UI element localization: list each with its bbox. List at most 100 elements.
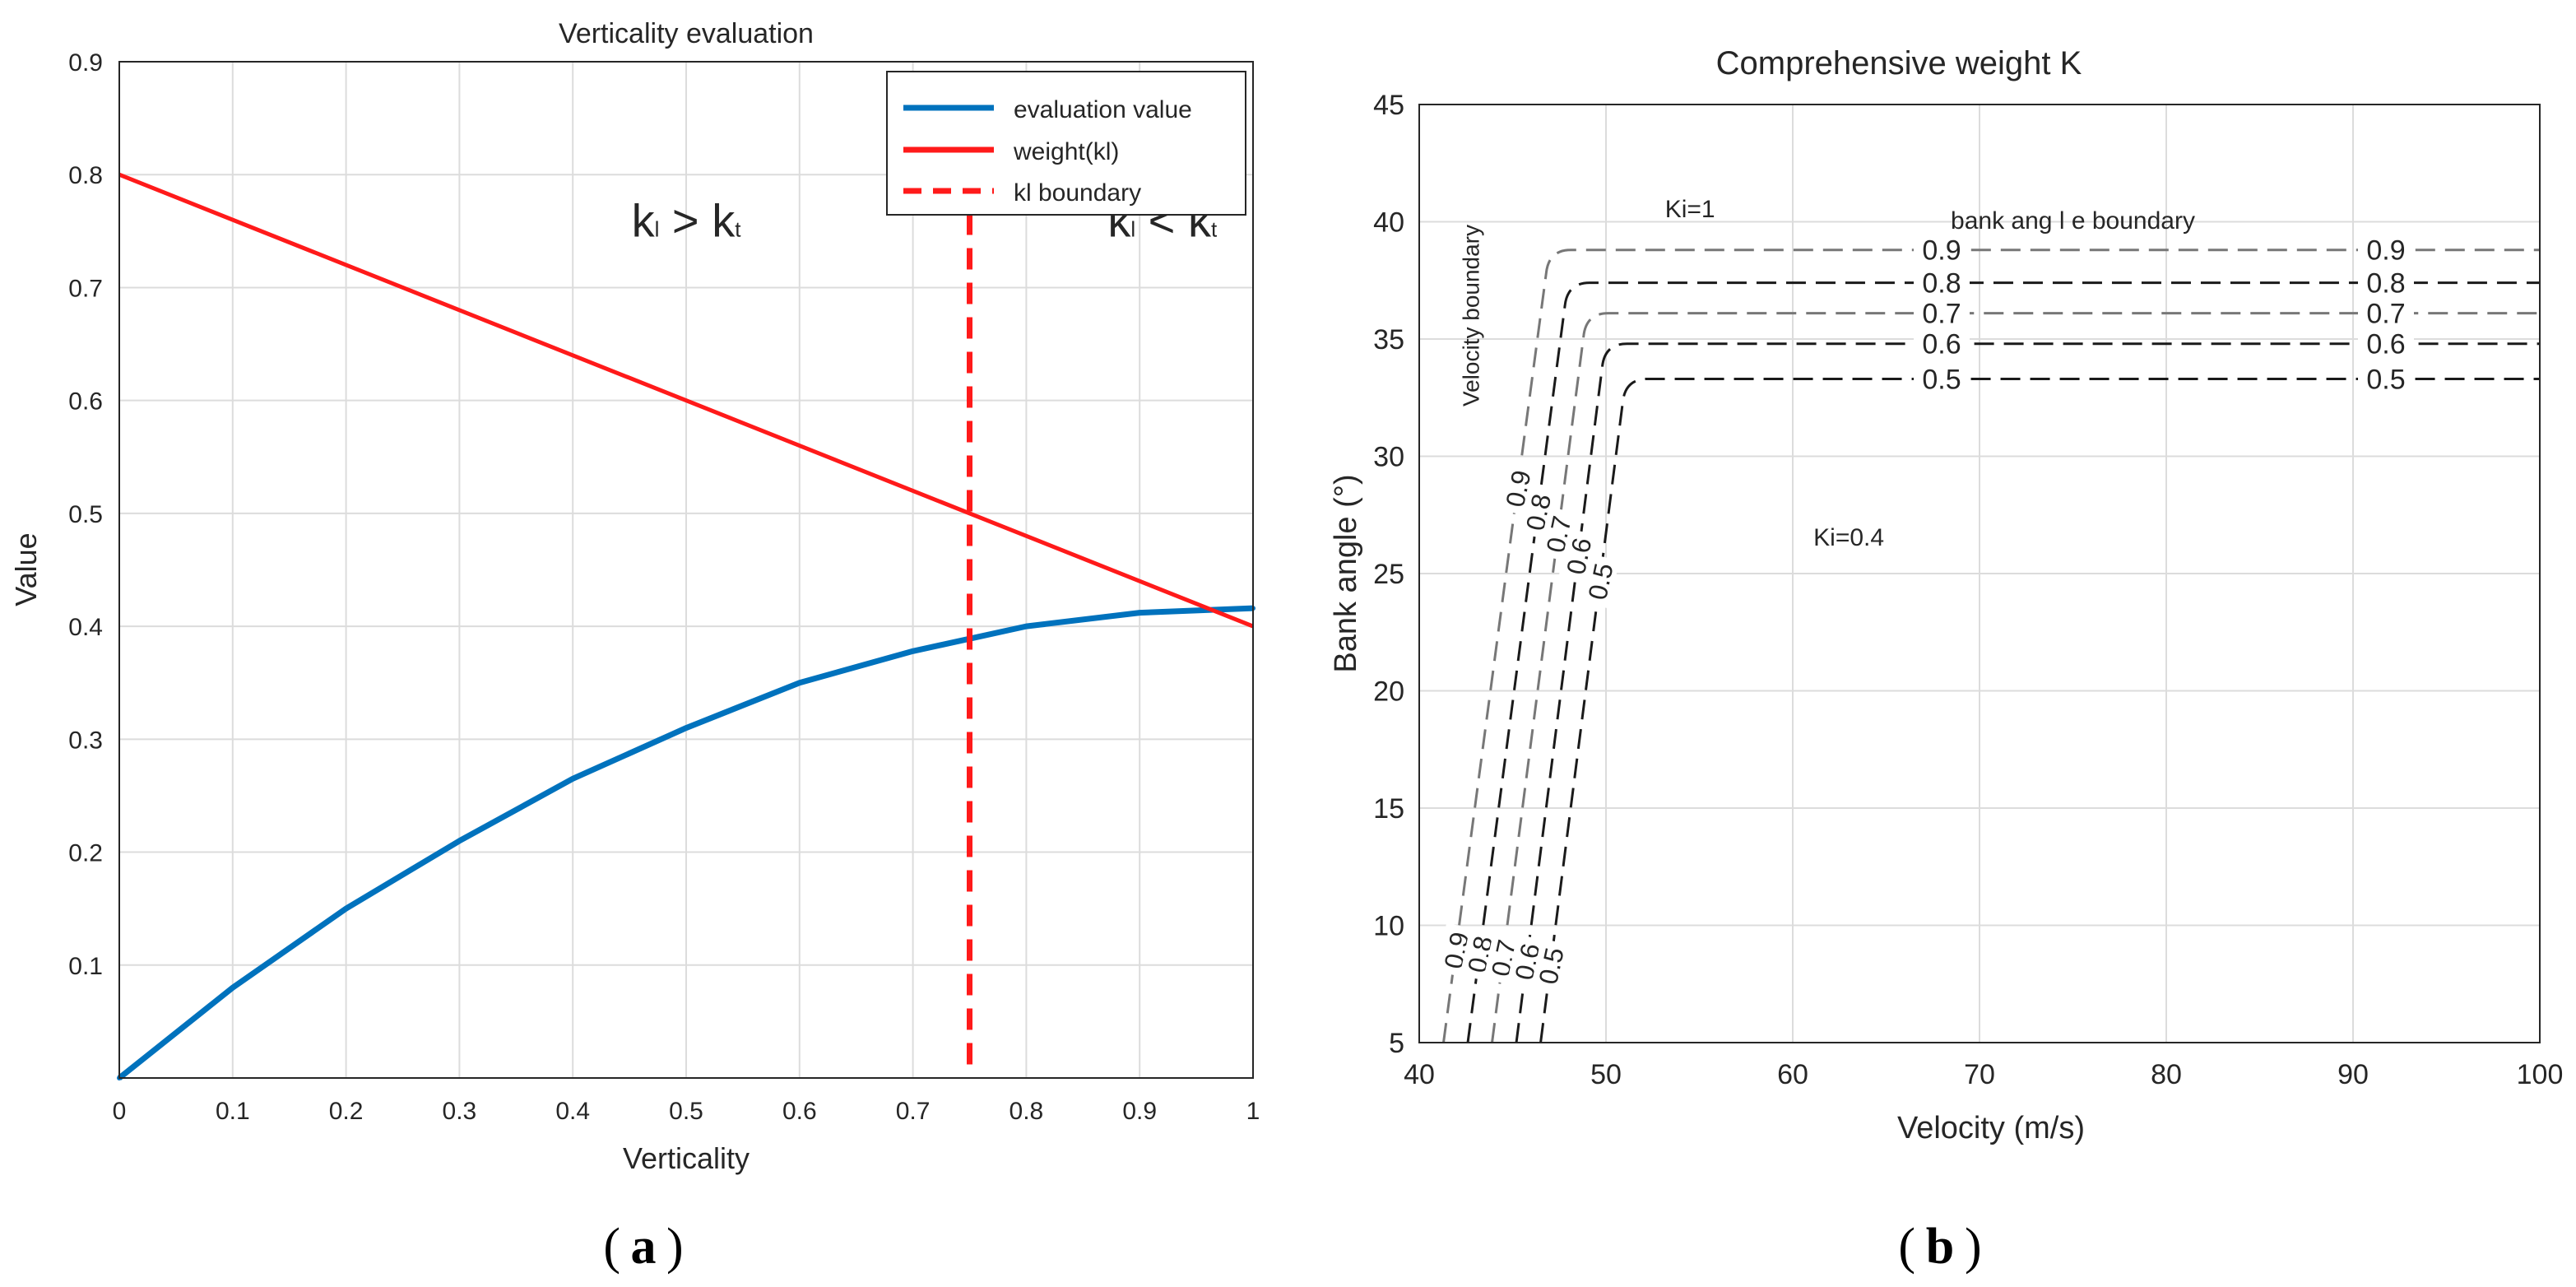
y-tick-label: 0.2 (68, 840, 103, 867)
caption-a-letter: a (631, 1219, 657, 1275)
data-point-evaluation-value (343, 906, 349, 912)
contour-label-right-0.8: 0.8 (2366, 268, 2405, 300)
annotation-subscript: t (1211, 217, 1218, 242)
y-tick-label: 35 (1373, 324, 1404, 355)
panel-a-verticality-evaluation: Verticality evaluation 0 0.1 0.2 0.3 0.4 0.5 0… (9, 18, 1260, 1175)
caption-b-open-paren: ( (1898, 1219, 1915, 1275)
chart-b-annotation-4: Ki=0.4 (1813, 524, 1884, 551)
data-point-evaluation-value (230, 985, 235, 991)
panel-b-comprehensive-weight: Comprehensive weight K 0.9 0.90.90.90.8 0.… (1329, 45, 2563, 1145)
x-tick-label: 80 (2151, 1059, 2182, 1090)
x-tick-label: 40 (1404, 1059, 1435, 1090)
x-tick-label: 0.8 (1010, 1098, 1044, 1125)
data-point-evaluation-value (1023, 624, 1029, 630)
annotation-operator: > (659, 195, 712, 247)
contour-label-mask (1914, 296, 1970, 330)
x-tick-label: 90 (2337, 1059, 2369, 1090)
y-tick-label: 40 (1373, 207, 1404, 239)
contour-line-0.9 (1442, 249, 2540, 1043)
contour-label-left-0.9: 0.9 (1922, 235, 1961, 267)
contour-label-right-0.5: 0.5 (2366, 364, 2405, 395)
region-annotation-1: kl > kt (632, 195, 742, 247)
x-tick-label: 1 (1246, 1098, 1260, 1125)
contour-label-mask (1914, 233, 1970, 267)
legend-label-kl-boundary: kl boundary (1014, 179, 1141, 207)
annotation-subscript: l (1130, 217, 1135, 242)
caption-b-letter: b (1926, 1219, 1954, 1275)
contour-label-mask (2358, 296, 2414, 330)
y-tick-label: 0.5 (68, 501, 103, 528)
y-tick-label: 30 (1373, 442, 1404, 473)
chart-b-plot-frame (1418, 104, 2541, 1043)
annotation-subscript: l (655, 217, 660, 242)
chart-b-annotations: Ki=1 bank ang l e boundary Velocity bounda… (1459, 196, 2195, 551)
chart-b-annotation-1: Ki=1 (1665, 196, 1715, 223)
chart-b-annotation-2: bank ang l e boundary (1951, 207, 2195, 235)
contour-label-right-0.7: 0.7 (2366, 299, 2405, 330)
x-tick-label: 0.4 (555, 1098, 590, 1125)
x-tick-label: 60 (1777, 1059, 1808, 1090)
chart-b-contours: 0.9 0.90.90.90.8 0.80.80.80.7 0.70.70.70.6 0… (1436, 233, 2540, 1043)
chart-b-annotation-3: Velocity boundary (1459, 225, 1484, 407)
data-point-evaluation-value (1137, 610, 1143, 616)
annotation-main-symbol: k (712, 195, 736, 247)
contour-label-left-0.8: 0.8 (1922, 268, 1961, 300)
contour-label-mask (1914, 362, 1970, 396)
contour-label-left-0.7: 0.7 (1922, 299, 1961, 330)
contour-label-mask (2358, 266, 2414, 300)
x-tick-label: 0.7 (896, 1098, 931, 1125)
y-tick-label: 0.6 (68, 388, 103, 416)
contour-line-0.8 (1466, 281, 2540, 1043)
contour-label-right-0.9: 0.9 (2366, 235, 2405, 267)
chart-b-title: Comprehensive weight K (1716, 45, 2082, 81)
contour-line-0.5 (1539, 377, 2540, 1043)
x-tick-label: 70 (1964, 1059, 1995, 1090)
chart-a-x-axis-label: Verticality (623, 1141, 750, 1175)
legend-label-evaluation-value: evaluation value (1014, 96, 1192, 123)
contour-label-mask (1530, 938, 1571, 993)
contour-line-0.7 (1491, 312, 2540, 1043)
contour-line-0.6 (1515, 342, 2540, 1043)
x-tick-label: 0.2 (329, 1098, 364, 1125)
contour-label-left-0.6: 0.6 (1922, 329, 1961, 360)
chart-b-x-axis-label: Velocity (m/s) (1897, 1111, 2085, 1145)
annotation-subscript: t (735, 217, 741, 242)
data-point-evaluation-value (796, 680, 802, 685)
contour-label-mask (2358, 362, 2414, 396)
contour-label-right-0.6: 0.6 (2366, 329, 2405, 360)
data-point-evaluation-value (910, 648, 916, 654)
contour-label-mask (1580, 554, 1620, 609)
chart-a-legend: evaluation value weight(kl) kl boundary (886, 71, 1246, 216)
y-tick-label: 0.4 (68, 614, 103, 641)
y-tick-label: 20 (1373, 676, 1404, 708)
contour-label-mask (1914, 266, 1970, 300)
x-tick-label: 50 (1590, 1059, 1622, 1090)
contour-label-high-0.5: 0.5 (1582, 560, 1618, 602)
series-weight-kl (118, 172, 1254, 629)
y-tick-label: 0.3 (68, 727, 103, 754)
chart-a-plot-frame (118, 61, 1254, 1079)
data-point-evaluation-value (457, 838, 462, 843)
x-tick-label: 0.9 (1122, 1098, 1157, 1125)
legend-label-weight: weight(kl) (1013, 138, 1119, 165)
y-tick-label: 5 (1389, 1028, 1404, 1059)
y-tick-label: 0.8 (68, 162, 103, 189)
chart-b-y-tick-labels: 5 10 15 20 25 30 35 40 45 (1373, 90, 1404, 1059)
y-tick-label: 15 (1373, 793, 1404, 825)
x-tick-label: 0 (113, 1098, 127, 1125)
y-tick-label: 0.1 (68, 953, 103, 980)
chart-a-x-tick-labels: 0 0.1 0.2 0.3 0.4 0.5 0.6 0.7 0.8 0.9 1 (113, 1098, 1260, 1125)
contour-label-mask (2358, 327, 2414, 360)
annotation-main-symbol: k (632, 195, 656, 247)
chart-a-title: Verticality evaluation (559, 18, 814, 49)
chart-b-x-tick-labels: 40 50 60 70 80 90 100 (1404, 1059, 2563, 1090)
chart-a-y-axis-label: Value (9, 532, 43, 606)
data-point-evaluation-value (570, 776, 576, 782)
y-tick-label: 25 (1373, 559, 1404, 590)
x-tick-label: 0.1 (216, 1098, 250, 1125)
x-tick-label: 0.3 (443, 1098, 477, 1125)
caption-a-close-paren: ) (666, 1219, 684, 1275)
contour-label-left-0.5: 0.5 (1922, 364, 1961, 395)
y-tick-label: 0.7 (68, 275, 103, 302)
